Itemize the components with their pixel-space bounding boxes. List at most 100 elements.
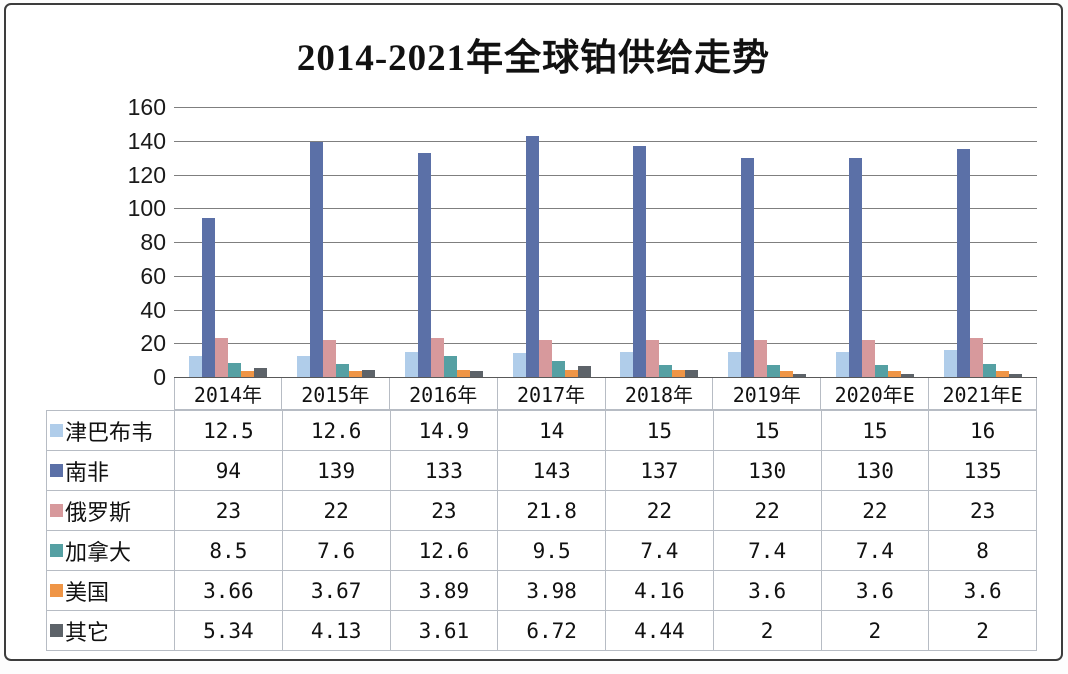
value-cell: 7.4 xyxy=(606,531,714,571)
grid-line xyxy=(174,140,1037,142)
legend-swatch-icon xyxy=(50,504,63,517)
bar-加拿大 xyxy=(659,364,673,377)
value-cell: 22 xyxy=(821,491,930,531)
value-cell: 137 xyxy=(606,451,714,491)
value-cell: 3.6 xyxy=(713,571,822,611)
value-cell: 3.6 xyxy=(929,571,1037,611)
x-axis-label: 2018年 xyxy=(605,378,714,410)
value-cell: 7.4 xyxy=(713,531,822,571)
bar-津巴布韦 xyxy=(404,351,418,377)
series-name-cell: 加拿大 xyxy=(47,531,175,571)
grid-line xyxy=(174,275,1037,277)
value-cell: 4.16 xyxy=(606,571,714,611)
bar-俄罗斯 xyxy=(214,338,228,377)
bar-其它 xyxy=(253,368,267,377)
bar-groups xyxy=(174,107,1037,377)
chart-panel: 2014-2021年全球铂供给走势 0 20 40 60 80 100 120 140 160 … xyxy=(4,3,1063,661)
value-cell: 23 xyxy=(929,491,1037,531)
bar-俄罗斯 xyxy=(538,340,552,377)
bar-加拿大 xyxy=(875,364,889,377)
value-cell: 130 xyxy=(713,451,822,491)
series-name-cell: 南非 xyxy=(47,451,175,491)
y-tick-label: 140 xyxy=(127,127,166,154)
value-cell: 2 xyxy=(821,611,930,651)
value-cell: 16 xyxy=(929,411,1037,451)
bar-津巴布韦 xyxy=(728,351,742,377)
bar-美国 xyxy=(564,370,578,377)
value-cell: 7.6 xyxy=(282,531,391,571)
x-axis-label: 2015年 xyxy=(281,378,390,410)
series-name-cell: 俄罗斯 xyxy=(47,491,175,531)
value-cell: 8.5 xyxy=(175,531,283,571)
y-tick-label: 60 xyxy=(140,262,166,289)
table-row: 加拿大 8.5 7.6 12.6 9.5 7.4 7.4 7.4 8 xyxy=(47,531,1037,571)
value-cell: 23 xyxy=(390,491,499,531)
bar-津巴布韦 xyxy=(836,351,850,377)
bar-俄罗斯 xyxy=(430,338,444,377)
bar-俄罗斯 xyxy=(754,339,768,377)
bar-南非 xyxy=(741,157,755,377)
bar-group xyxy=(713,107,821,377)
bar-南非 xyxy=(957,149,971,377)
value-cell: 12.6 xyxy=(390,531,499,571)
value-cell: 94 xyxy=(175,451,283,491)
bar-group xyxy=(174,107,282,377)
value-cell: 2 xyxy=(713,611,822,651)
grid-line xyxy=(174,208,1037,210)
legend-swatch-icon xyxy=(50,584,63,597)
x-axis-label: 2016年 xyxy=(389,378,498,410)
value-cell: 3.66 xyxy=(175,571,283,611)
table-row: 美国 3.66 3.67 3.89 3.98 4.16 3.6 3.6 3.6 xyxy=(47,571,1037,611)
value-cell: 14 xyxy=(498,411,606,451)
y-tick-label: 80 xyxy=(140,229,166,255)
value-cell: 3.61 xyxy=(390,611,499,651)
value-cell: 135 xyxy=(929,451,1037,491)
bar-美国 xyxy=(888,370,902,377)
grid-line xyxy=(174,242,1037,243)
value-cell: 23 xyxy=(175,491,283,531)
bar-其它 xyxy=(1009,373,1023,377)
bar-group xyxy=(390,107,498,377)
value-cell: 15 xyxy=(713,411,822,451)
bar-南非 xyxy=(417,152,431,377)
table-row: 津巴布韦 12.5 12.6 14.9 14 15 15 15 16 xyxy=(47,411,1037,451)
bar-加拿大 xyxy=(983,363,997,377)
value-cell: 12.6 xyxy=(282,411,391,451)
bar-group xyxy=(821,107,929,377)
table-row: 南非 94 139 133 143 137 130 130 135 xyxy=(47,451,1037,491)
value-cell: 7.4 xyxy=(821,531,930,571)
x-axis-label: 2021年E xyxy=(929,378,1037,410)
value-cell: 22 xyxy=(606,491,714,531)
value-cell: 133 xyxy=(390,451,499,491)
bar-其它 xyxy=(901,373,915,377)
bar-加拿大 xyxy=(551,360,565,377)
bar-加拿大 xyxy=(443,355,457,377)
series-name: 美国 xyxy=(65,579,110,605)
bar-南非 xyxy=(525,135,539,377)
value-cell: 139 xyxy=(282,451,391,491)
grid-line xyxy=(174,309,1037,311)
value-cell: 6.72 xyxy=(498,611,606,651)
chart-data-table: 津巴布韦 12.5 12.6 14.9 14 15 15 15 16 南非 94 139 133 143 1… xyxy=(46,410,1037,651)
grid-line xyxy=(174,107,1037,108)
x-axis-category-row: 2014年 2015年 2016年 2017年 2018年 2019年 2020年E 2021… xyxy=(174,377,1037,410)
value-cell: 3.67 xyxy=(282,571,391,611)
legend-swatch-icon xyxy=(50,624,63,637)
bar-俄罗斯 xyxy=(970,338,984,377)
value-cell: 2 xyxy=(929,611,1037,651)
bar-其它 xyxy=(793,373,807,377)
bar-group xyxy=(498,107,606,377)
value-cell: 14.9 xyxy=(390,411,499,451)
bar-津巴布韦 xyxy=(620,351,634,377)
grid-line xyxy=(174,174,1037,176)
bar-其它 xyxy=(685,369,699,377)
y-tick-label: 40 xyxy=(140,296,166,323)
bar-津巴布韦 xyxy=(296,355,310,377)
legend-swatch-icon xyxy=(50,464,63,477)
y-tick-label: 0 xyxy=(153,364,166,390)
bar-津巴布韦 xyxy=(512,353,526,377)
y-tick-label: 100 xyxy=(127,195,166,222)
x-axis-label: 2017年 xyxy=(497,378,606,410)
bar-group xyxy=(929,107,1037,377)
series-name: 南非 xyxy=(65,459,110,485)
